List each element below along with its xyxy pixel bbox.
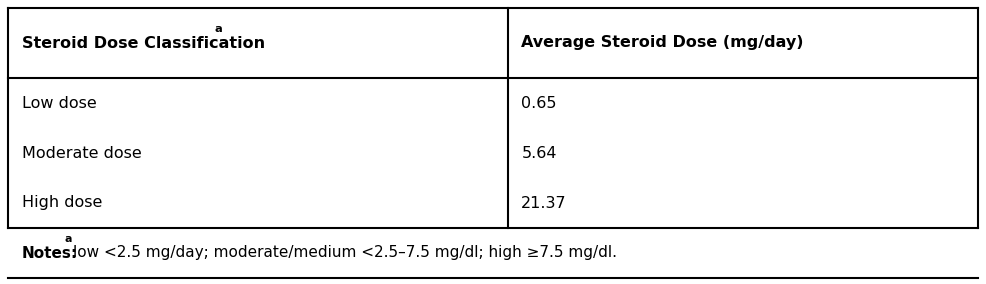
Text: Average Steroid Dose (mg/day): Average Steroid Dose (mg/day) <box>522 36 804 51</box>
Text: High dose: High dose <box>22 195 103 210</box>
Text: a: a <box>65 234 72 244</box>
Text: Steroid Dose Classification: Steroid Dose Classification <box>22 36 265 51</box>
Text: a: a <box>214 24 222 34</box>
Text: Low dose: Low dose <box>22 95 97 110</box>
Text: 21.37: 21.37 <box>522 195 567 210</box>
Text: low <2.5 mg/day; moderate/medium <2.5–7.5 mg/dl; high ≥7.5 mg/dl.: low <2.5 mg/day; moderate/medium <2.5–7.… <box>73 245 616 260</box>
Text: Notes:: Notes: <box>22 245 78 260</box>
Text: Moderate dose: Moderate dose <box>22 145 142 160</box>
Text: 0.65: 0.65 <box>522 95 557 110</box>
Text: 5.64: 5.64 <box>522 145 557 160</box>
